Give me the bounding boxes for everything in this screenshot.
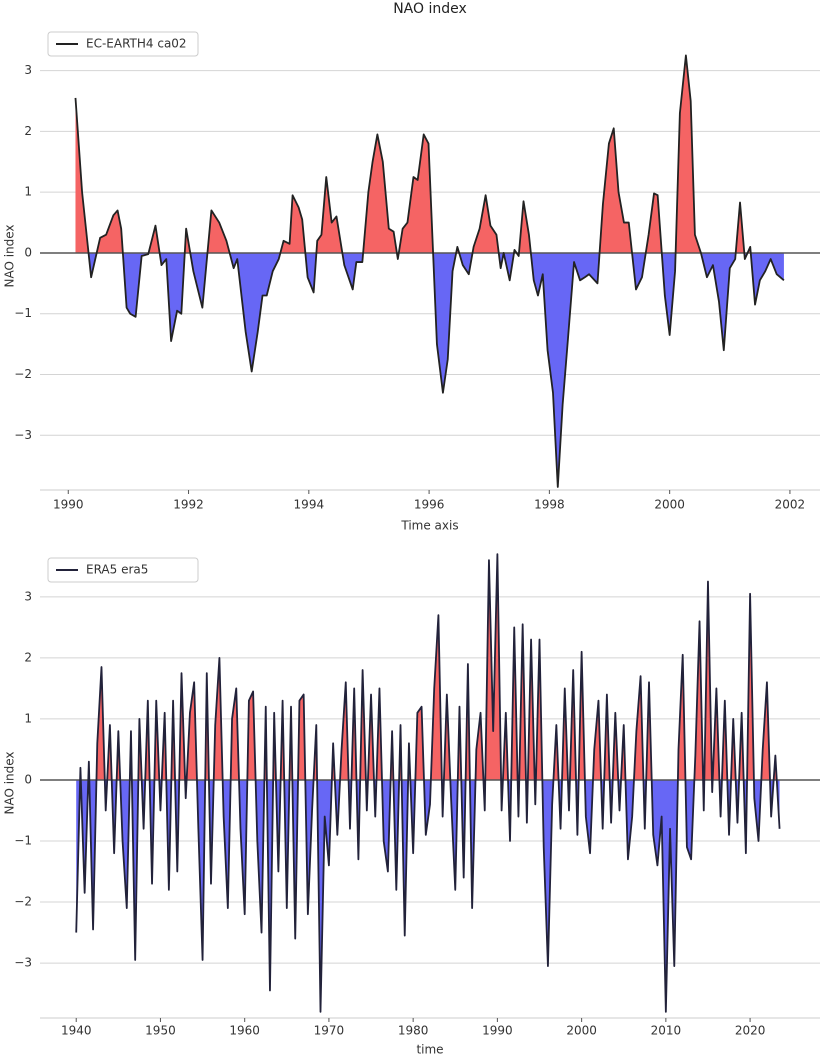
y-tick-label: 0 <box>24 245 32 259</box>
y-tick-label: −2 <box>14 367 32 381</box>
axes: −3 −2 −1 0 1 2 3 1990 1992 1994 1996 1998 2000 2002 NA… <box>3 1 820 533</box>
x-tick-label: 2000 <box>566 1024 597 1038</box>
axes: −3 −2 −1 0 1 2 3 1940 1950 1960 1970 1980 1990 2000 20… <box>3 553 820 1057</box>
x-axis-label: Time axis <box>400 519 458 533</box>
y-tick-label: 1 <box>24 711 32 725</box>
x-axis-label: time <box>416 1043 443 1057</box>
x-tick-label: 1990 <box>53 498 84 512</box>
legend-label: ERA5 era5 <box>86 563 148 577</box>
x-tick-label: 1992 <box>173 498 204 512</box>
x-tick-label: 1970 <box>314 1024 345 1038</box>
legend-box <box>47 557 199 583</box>
y-tick-label: 3 <box>24 63 32 77</box>
x-tick-label: 2000 <box>654 498 685 512</box>
x-tick-label: 2020 <box>735 1024 766 1038</box>
x-tick-label: 1990 <box>482 1024 513 1038</box>
chart-title: NAO index <box>393 1 467 17</box>
y-tick-label: −3 <box>14 428 32 442</box>
x-tick-label: 2002 <box>775 498 806 512</box>
y-tick-label: −2 <box>14 895 32 909</box>
legend-box <box>47 31 199 57</box>
y-tick-label: −1 <box>14 306 32 320</box>
y-axis-label: NAO index <box>3 224 17 287</box>
positive-area <box>75 55 784 253</box>
y-tick-label: 2 <box>24 650 32 664</box>
y-tick-label: −3 <box>14 956 32 970</box>
y-tick-label: 1 <box>24 185 32 199</box>
x-tick-label: 1950 <box>145 1024 176 1038</box>
y-tick-label: 0 <box>24 772 32 786</box>
y-axis-label: NAO index <box>3 751 17 814</box>
positive-area <box>76 554 780 780</box>
y-tick-label: 2 <box>24 124 32 138</box>
x-tick-label: 1940 <box>61 1024 92 1038</box>
series-line <box>74 54 785 488</box>
series-line <box>75 553 781 1013</box>
legend: EC-EARTH4 ca02 <box>47 31 199 57</box>
x-tick-label: 2010 <box>651 1024 682 1038</box>
y-tick-label: −1 <box>14 833 32 847</box>
x-tick-label: 1960 <box>229 1024 260 1038</box>
legend: ERA5 era5 <box>47 557 199 583</box>
x-tick-label: 1998 <box>534 498 565 512</box>
negative-area <box>88 252 784 487</box>
x-tick-label: 1980 <box>398 1024 429 1038</box>
y-tick-label: 3 <box>24 589 32 603</box>
x-tick-label: 1996 <box>414 498 445 512</box>
x-tick-label: 1994 <box>294 498 325 512</box>
legend-label: EC-EARTH4 ca02 <box>86 37 187 51</box>
